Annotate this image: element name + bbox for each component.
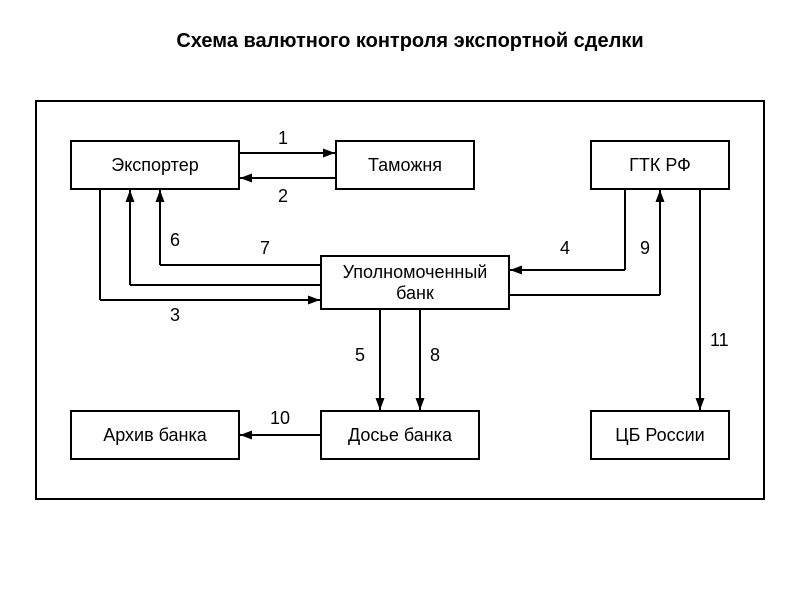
edge-label-e11: 11 [710,330,729,351]
edge-label-e2: 2 [278,186,288,207]
node-gtk: ГТК РФ [590,140,730,190]
node-dossier: Досье банка [320,410,480,460]
edge-label-e9: 9 [640,238,650,259]
node-archive: Архив банка [70,410,240,460]
edge-label-e1: 1 [278,128,288,149]
node-cbr: ЦБ России [590,410,730,460]
node-customs: Таможня [335,140,475,190]
edge-label-e5: 5 [355,345,365,366]
node-authbank: Уполномоченный банк [320,255,510,310]
edge-label-e3: 3 [170,305,180,326]
edge-label-e7: 7 [260,238,270,259]
node-exporter: Экспортер [70,140,240,190]
edge-label-e10: 10 [270,408,290,429]
edge-label-e6: 6 [170,230,180,251]
edge-label-e8: 8 [430,345,440,366]
edge-label-e4: 4 [560,238,570,259]
diagram-title: Схема валютного контроля экспортной сдел… [150,30,670,53]
